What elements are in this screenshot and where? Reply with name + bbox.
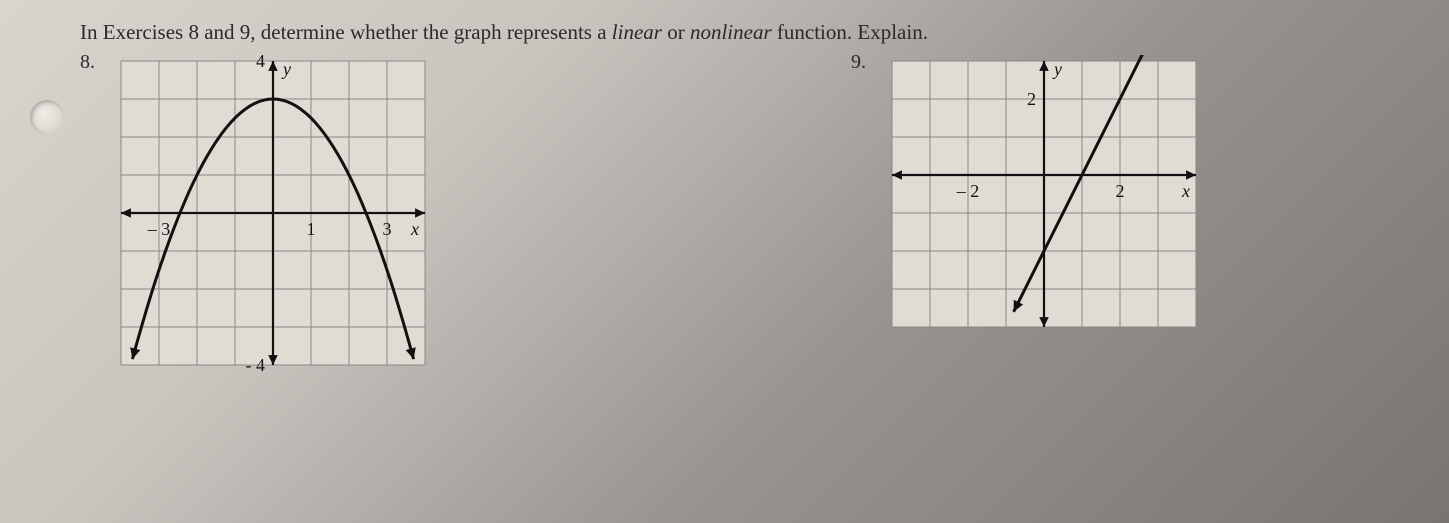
instruction-text: In Exercises 8 and 9, determine whether … (80, 20, 1409, 45)
svg-text:y: y (281, 59, 291, 79)
svg-text:4: 4 (256, 55, 265, 71)
svg-text:- 4: - 4 (246, 355, 266, 371)
svg-text:– 2: – 2 (956, 181, 980, 201)
problem-9-graph: y x – 2 2 2 (886, 55, 1202, 333)
problem-9-number: 9. (851, 51, 866, 74)
instruction-word-linear: linear (612, 20, 662, 44)
problem-8: 8. yx– 3134- 4 (80, 55, 431, 371)
svg-text:x: x (1181, 181, 1190, 201)
problem-8-number: 8. (80, 51, 95, 74)
problem-9: 9. yx– 222 (851, 55, 1202, 371)
instruction-mid: or (662, 20, 690, 44)
svg-text:2: 2 (1027, 89, 1036, 109)
svg-text:1: 1 (307, 219, 316, 239)
punch-hole (30, 100, 64, 134)
svg-text:y: y (1052, 59, 1062, 79)
svg-text:– 3: – 3 (147, 219, 171, 239)
problems-row: 8. yx– 3134- 4 9. yx– 222 (80, 55, 1409, 371)
svg-text:2: 2 (1116, 181, 1125, 201)
instruction-word-nonlinear: nonlinear (690, 20, 772, 44)
instruction-prefix: In Exercises 8 and 9, determine whether … (80, 20, 612, 44)
svg-text:x: x (410, 219, 419, 239)
problem-8-graph: y x – 3 1 3 4 - 4 (115, 55, 431, 371)
svg-text:3: 3 (383, 219, 392, 239)
instruction-suffix: function. Explain. (772, 20, 928, 44)
